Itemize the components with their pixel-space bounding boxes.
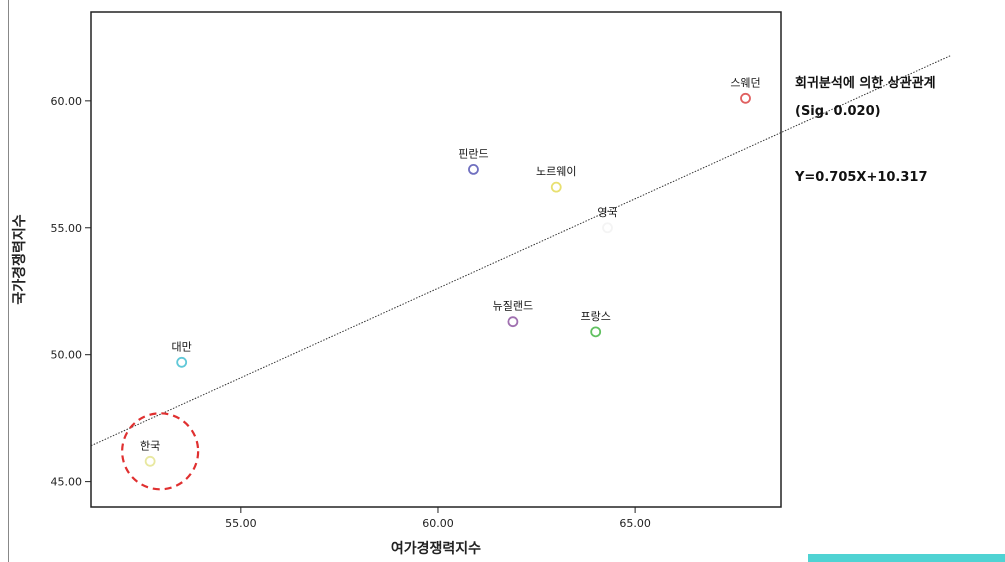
- point-label: 스웨던: [730, 76, 760, 89]
- regression-note-sig: (Sig. 0.020): [795, 104, 881, 119]
- y-tick-label: 55.00: [51, 222, 83, 235]
- regression-line: [90, 55, 951, 447]
- x-tick-label: 60.00: [422, 517, 454, 530]
- data-point: [507, 316, 519, 328]
- left-border-line: [8, 0, 9, 562]
- plot-area: 45.00 50.00 55.00 60.00 55.00 60.00 65.00 여가경쟁력…: [11, 11, 951, 557]
- point-label: 한국: [140, 439, 160, 452]
- point-label: 영국: [597, 206, 617, 219]
- decorative-teal-bar: [808, 554, 1005, 562]
- data-point: [468, 163, 479, 175]
- point-label: 핀란드: [458, 147, 488, 160]
- point-label: 프랑스: [580, 310, 610, 323]
- x-tick-label: 55.00: [225, 517, 257, 530]
- y-tick-label: 45.00: [51, 476, 83, 489]
- data-point: [590, 326, 602, 338]
- x-axis-title: 여가경쟁력지수: [391, 540, 481, 557]
- plot-frame: [90, 11, 782, 508]
- regression-equation: Y=0.705X+10.317: [795, 170, 928, 185]
- y-tick-label: 50.00: [51, 349, 83, 362]
- data-point: [144, 455, 156, 467]
- data-point: [550, 181, 562, 193]
- x-tick-label: 65.00: [619, 517, 651, 530]
- data-point: [602, 222, 613, 234]
- point-label: 노르웨이: [536, 165, 576, 178]
- point-label: 뉴질랜드: [493, 300, 533, 313]
- regression-note-title: 회귀분석에 의한 상관관계: [795, 76, 936, 91]
- data-point: [176, 356, 188, 368]
- y-tick-label: 60.00: [51, 95, 83, 108]
- y-axis-title: 국가경쟁력지수: [11, 214, 28, 304]
- point-label: 대만: [172, 340, 192, 353]
- highlight-circle: [121, 412, 200, 491]
- data-point: [740, 92, 751, 104]
